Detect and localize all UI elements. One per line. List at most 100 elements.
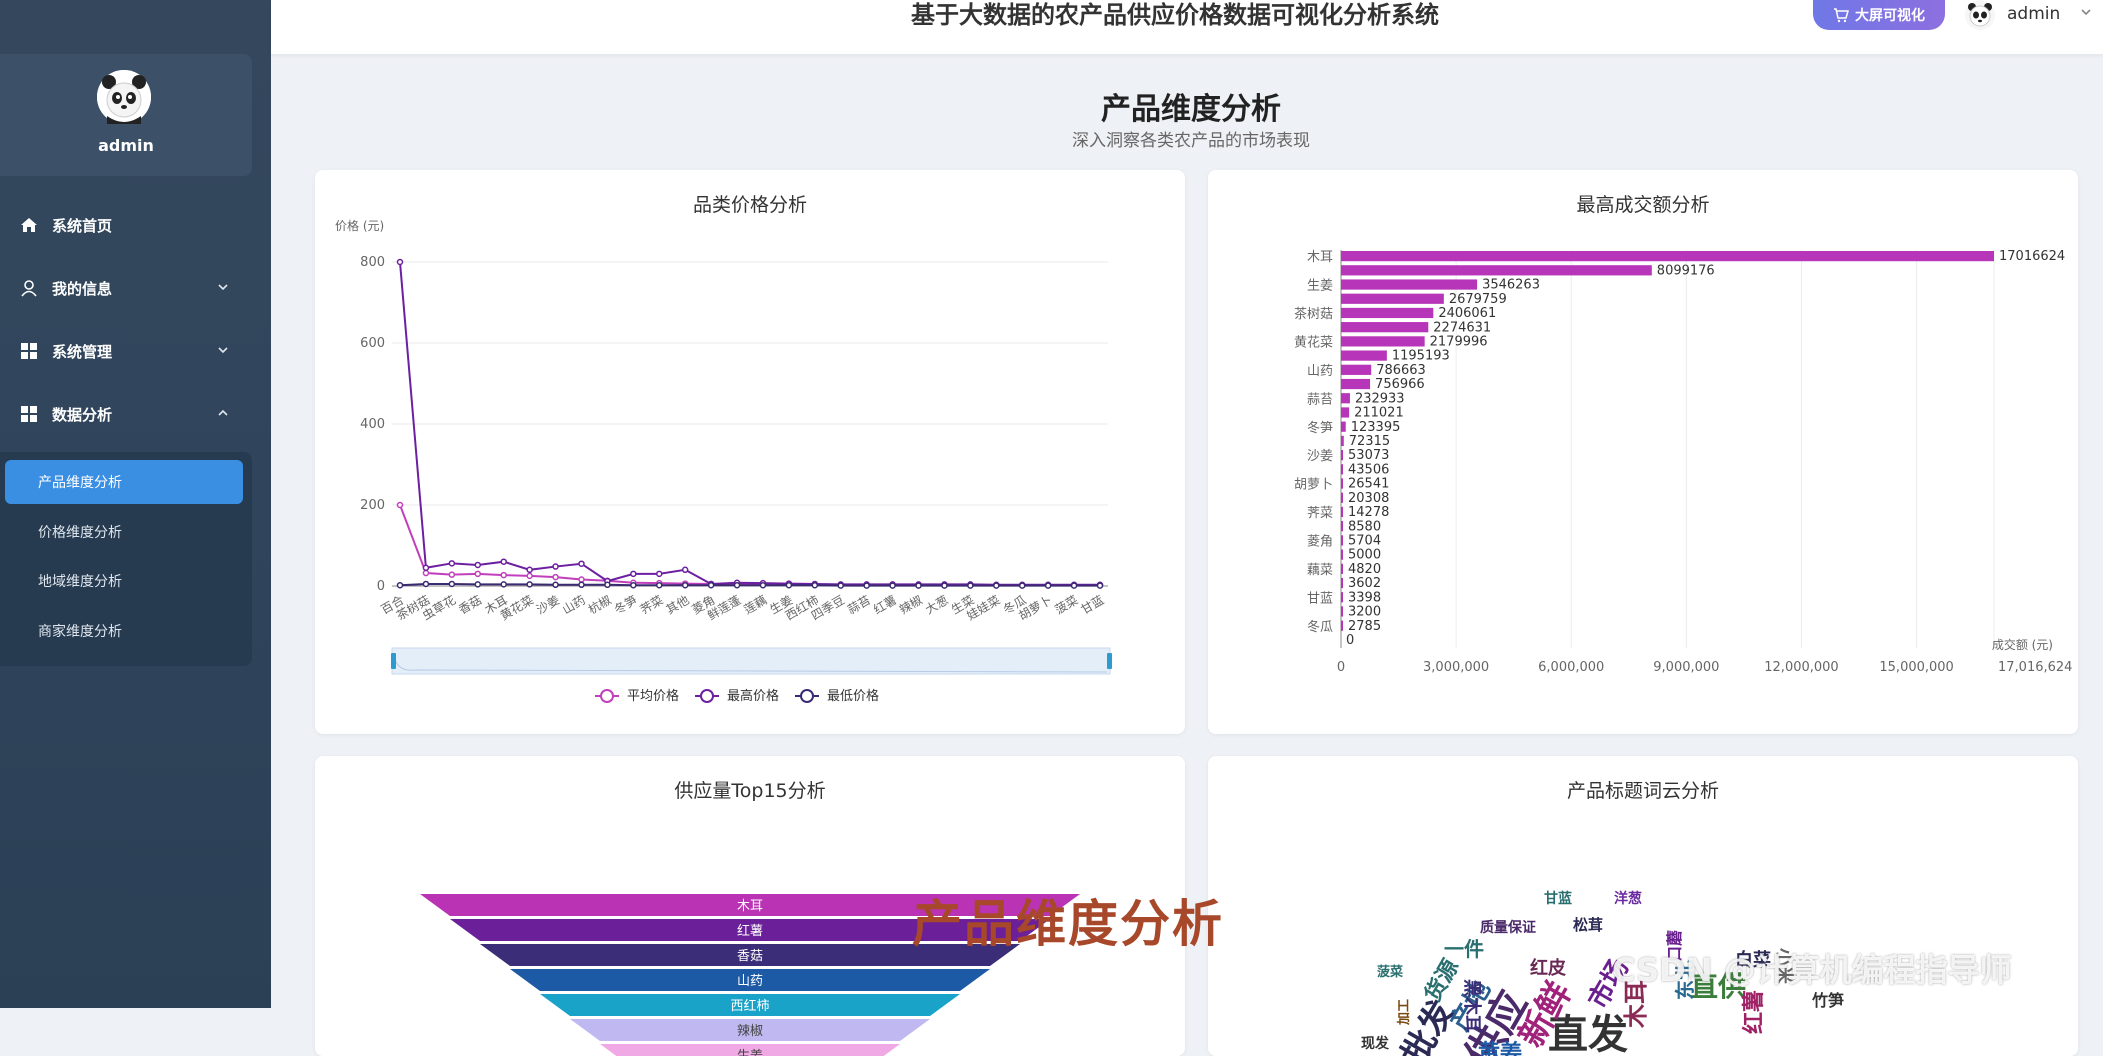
bar[interactable] [1341,549,1343,560]
data-point[interactable] [681,581,689,589]
data-point[interactable] [889,582,896,589]
bar[interactable] [1341,435,1344,446]
data-point[interactable] [941,582,948,589]
zoom-handle-left[interactable] [391,653,396,669]
bar[interactable] [1341,393,1350,404]
big-screen-button[interactable]: 大屏可视化 [1813,0,1945,30]
bar[interactable] [1341,279,1478,290]
funnel-segment[interactable] [420,894,1080,916]
data-point[interactable] [1096,582,1104,589]
bar[interactable] [1341,265,1652,276]
data-point[interactable] [1018,582,1026,589]
bar[interactable] [1341,620,1343,631]
bar[interactable] [1341,307,1434,319]
data-point[interactable] [396,501,404,509]
data-point[interactable] [500,571,507,579]
data-point[interactable] [396,258,404,266]
bar[interactable] [1341,322,1429,333]
data-point[interactable] [474,570,482,578]
data-point[interactable] [604,581,611,589]
data-point[interactable] [656,581,663,589]
data-point[interactable] [474,581,482,588]
bar[interactable] [1341,592,1343,603]
data-point[interactable] [578,581,585,589]
bar[interactable] [1341,421,1346,432]
data-point[interactable] [681,566,689,574]
bar[interactable] [1341,492,1343,503]
data-point[interactable] [552,581,559,589]
legend-marker[interactable] [600,689,614,703]
nav-my-info-label: 我的信息 [52,279,113,298]
data-point[interactable] [837,582,844,589]
nav-system-manage[interactable]: 系统管理 [0,331,252,371]
funnel-segment[interactable] [450,919,1050,941]
bar[interactable] [1341,336,1425,347]
data-point[interactable] [993,582,1000,589]
bar[interactable] [1341,506,1343,518]
data-point[interactable] [915,582,922,589]
data-point[interactable] [396,581,404,589]
nav-home[interactable]: 系统首页 [0,205,252,245]
nav-my-info[interactable]: 我的信息 [0,268,252,308]
data-point[interactable] [630,581,637,589]
bar[interactable] [1341,251,1994,262]
user-avatar[interactable] [1965,0,1995,30]
legend-marker[interactable] [800,689,814,703]
x-tick-label: 6,000,000 [1538,660,1604,675]
bar[interactable] [1341,606,1343,617]
data-point[interactable] [552,573,559,581]
bar[interactable] [1341,350,1387,361]
data-point[interactable] [759,581,767,589]
bar[interactable] [1341,521,1343,532]
data-point[interactable] [526,572,533,580]
data-point[interactable] [630,570,637,578]
data-point[interactable] [474,561,482,569]
data-point[interactable] [1044,582,1052,589]
chevron-down-icon[interactable] [2079,5,2093,19]
bar[interactable] [1341,378,1371,390]
bar[interactable] [1341,464,1343,475]
bar[interactable] [1341,577,1343,589]
bar[interactable] [1341,478,1343,489]
submenu-price-dimension[interactable]: 价格维度分析 [38,525,122,541]
data-point[interactable] [785,581,793,589]
data-point[interactable] [707,581,715,589]
data-point[interactable] [526,566,533,574]
legend-marker[interactable] [700,689,714,703]
data-point[interactable] [526,581,533,588]
data-point[interactable] [500,581,507,588]
bar[interactable] [1341,450,1344,461]
data-point[interactable] [422,564,430,572]
data-point[interactable] [422,580,430,588]
bar-value-label: 3398 [1348,590,1381,605]
data-point[interactable] [967,582,974,589]
submenu-merchant-dimension[interactable]: 商家维度分析 [38,624,122,640]
bar[interactable] [1341,364,1372,375]
data-point[interactable] [448,571,456,578]
zoom-handle-right[interactable] [1107,653,1112,669]
data-point[interactable] [422,569,430,577]
data-point[interactable] [448,580,456,588]
funnel-segment[interactable] [480,944,1020,966]
top-username[interactable]: admin [2007,4,2061,24]
bar[interactable] [1341,407,1350,418]
data-point[interactable] [733,581,741,589]
bar[interactable] [1341,535,1343,546]
bar[interactable] [1341,293,1444,304]
submenu-region-dimension[interactable]: 地域维度分析 [38,574,122,590]
data-point[interactable] [448,560,456,567]
data-point[interactable] [578,576,585,583]
data-point[interactable] [656,570,663,578]
data-point[interactable] [500,558,507,565]
data-point[interactable] [552,563,559,570]
data-point[interactable] [863,582,870,589]
data-point[interactable] [811,581,819,589]
word-cloud-word: 加工 [1397,999,1412,1026]
funnel-segment[interactable] [510,969,990,991]
data-point[interactable] [578,560,585,567]
avatar[interactable] [97,70,151,124]
submenu-product-dimension[interactable]: 产品维度分析 [5,460,243,504]
data-point[interactable] [1070,582,1078,589]
bar[interactable] [1341,563,1343,574]
nav-data-analysis[interactable]: 数据分析 [0,394,252,434]
